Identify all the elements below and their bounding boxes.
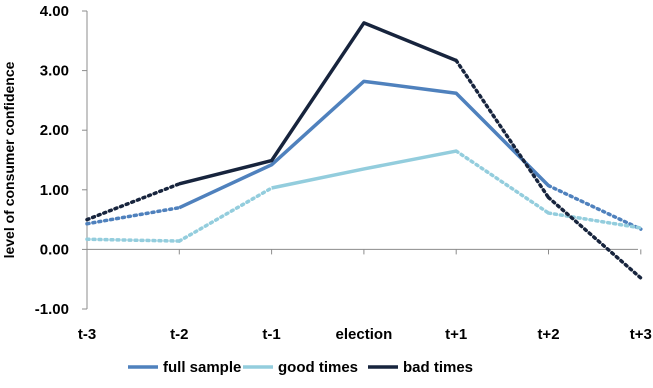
x-tick-label: t-2 [170, 326, 188, 343]
legend-label: good times [278, 359, 358, 376]
y-axis-title: level of consumer confidence [1, 61, 17, 258]
y-tick-label: -1.00 [35, 301, 69, 318]
x-tick-label: t+3 [630, 326, 652, 343]
series-dotted-segment [177, 186, 274, 243]
y-tick-label: 2.00 [40, 122, 69, 139]
y-tick-label: 4.00 [40, 3, 69, 20]
x-tick-label: t+2 [537, 326, 559, 343]
series-bad-times [85, 21, 643, 280]
legend-item-good-times: good times [243, 359, 358, 376]
y-tick-label: 1.00 [40, 182, 69, 199]
series-dotted-segment [546, 195, 643, 280]
series-dotted-segment [546, 183, 643, 231]
series-dotted-segment [546, 211, 643, 230]
legend-label: full sample [163, 359, 241, 376]
series-dotted-segment [85, 205, 182, 226]
series-dotted-segment [454, 58, 551, 200]
x-tick-label: t-1 [262, 326, 280, 343]
series-dotted-segment [85, 182, 182, 222]
x-tick-label: election [336, 326, 393, 343]
series-solid-line [178, 79, 550, 210]
series-full-sample [85, 79, 643, 231]
series-solid-line [271, 149, 457, 190]
legend-label: bad times [403, 359, 473, 376]
series-good-times [85, 149, 643, 243]
x-tick-label: t-3 [78, 326, 96, 343]
x-tick-label: t+1 [445, 326, 467, 343]
y-tick-label: 3.00 [40, 63, 69, 80]
legend-item-full-sample: full sample [128, 359, 241, 376]
series-solid-line [178, 21, 457, 186]
y-tick-label: 0.00 [40, 241, 69, 258]
series-dotted-segment [454, 149, 551, 215]
series-dotted-segment [85, 237, 182, 243]
legend-item-bad-times: bad times [368, 359, 473, 376]
